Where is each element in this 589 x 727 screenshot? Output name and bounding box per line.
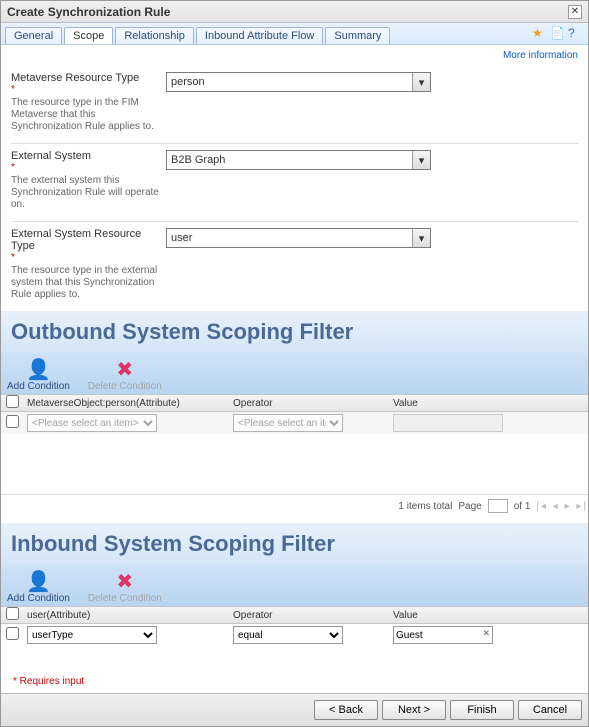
titlebar: Create Synchronization Rule ✕ [1, 1, 588, 23]
ext-type-value: user [171, 232, 192, 244]
col-val: Value [393, 610, 588, 621]
items-total: 1 items total [398, 501, 452, 512]
required-marker: * [11, 252, 166, 263]
outbound-header: Outbound System Scoping Filter [1, 311, 588, 353]
finish-button[interactable]: Finish [450, 700, 514, 720]
op-select[interactable]: equal [233, 626, 343, 644]
required-marker: * [11, 162, 166, 173]
col-op: Operator [233, 398, 393, 409]
chevron-down-icon: ▾ [412, 229, 430, 247]
star-icon[interactable]: ★ [532, 26, 546, 40]
value-box [393, 414, 503, 432]
user-add-icon: 👤 [26, 569, 51, 593]
table-row: <Please select an item> <Please select a… [1, 412, 588, 434]
inbound-grid: user(Attribute) Operator Value userType … [1, 606, 588, 646]
ext-sys-hint: The external system this Synchronization… [11, 175, 166, 211]
add-condition-button[interactable]: 👤 Add Condition [7, 569, 70, 604]
select-all-checkbox[interactable] [6, 607, 19, 620]
more-info-row: More information [1, 45, 588, 61]
required-marker: * [11, 84, 166, 95]
op-select[interactable]: <Please select an item> [233, 414, 343, 432]
window-title: Create Synchronization Rule [7, 5, 568, 19]
tab-scope[interactable]: Scope [64, 27, 113, 44]
tab-general[interactable]: General [5, 27, 62, 44]
user-add-icon: 👤 [26, 357, 51, 381]
pager-nav[interactable]: |◂ ◂ ▸ ▸| [536, 501, 588, 512]
more-info-link[interactable]: More information [503, 50, 578, 61]
attr-select[interactable]: userType [27, 626, 157, 644]
delete-condition-button: ✖ Delete Condition [88, 569, 162, 604]
page-label: Page [458, 501, 481, 512]
requires-input-note: * Requires input [1, 670, 588, 693]
inbound-title: Inbound System Scoping Filter [11, 531, 578, 557]
delete-condition-button: ✖ Delete Condition [88, 357, 162, 392]
chevron-down-icon: ▾ [412, 73, 430, 91]
cancel-button[interactable]: Cancel [518, 700, 582, 720]
tab-row: General Scope Relationship Inbound Attri… [1, 23, 588, 45]
ext-sys-value: B2B Graph [171, 154, 225, 166]
mv-type-value: person [171, 76, 205, 88]
tab-inbound-flow[interactable]: Inbound Attribute Flow [196, 27, 323, 44]
help-icon[interactable]: ? [568, 26, 582, 40]
mv-type-hint: The resource type in the FIM Metaverse t… [11, 97, 166, 133]
col-attr: user(Attribute) [23, 610, 233, 621]
inbound-toolbar: 👤 Add Condition ✖ Delete Condition [1, 565, 588, 606]
tab-summary[interactable]: Summary [325, 27, 390, 44]
tab-relationship[interactable]: Relationship [115, 27, 194, 44]
ext-type-label: External System Resource Type [11, 228, 166, 252]
page-of: of 1 [514, 501, 531, 512]
col-val: Value [393, 398, 588, 409]
content: Metaverse Resource Type * The resource t… [1, 61, 588, 670]
outbound-title: Outbound System Scoping Filter [11, 319, 578, 345]
attr-select[interactable]: <Please select an item> [27, 414, 157, 432]
mv-type-select[interactable]: person ▾ [166, 72, 431, 92]
col-attr: MetaverseObject:person(Attribute) [23, 398, 233, 409]
inbound-header: Inbound System Scoping Filter [1, 523, 588, 565]
row-checkbox[interactable] [6, 627, 19, 640]
new-icon[interactable]: 📄 [550, 26, 564, 40]
footer: < Back Next > Finish Cancel [1, 693, 588, 726]
mv-type-label: Metaverse Resource Type [11, 72, 166, 84]
dialog: Create Synchronization Rule ✕ General Sc… [0, 0, 589, 727]
row-checkbox[interactable] [6, 415, 19, 428]
ext-type-hint: The resource type in the external system… [11, 265, 166, 301]
next-button[interactable]: Next > [382, 700, 446, 720]
col-op: Operator [233, 610, 393, 621]
ext-sys-select[interactable]: B2B Graph ▾ [166, 150, 431, 170]
delete-icon: ✖ [116, 569, 133, 593]
outbound-pager: 1 items total Page of 1 |◂ ◂ ▸ ▸| [1, 494, 588, 517]
ext-sys-label: External System [11, 150, 166, 162]
table-row: userType equal ✕ [1, 624, 588, 646]
close-icon[interactable]: ✕ [568, 5, 582, 19]
outbound-toolbar: 👤 Add Condition ✖ Delete Condition [1, 353, 588, 394]
add-condition-button[interactable]: 👤 Add Condition [7, 357, 70, 392]
outbound-grid: MetaverseObject:person(Attribute) Operat… [1, 394, 588, 434]
clear-icon[interactable]: ✕ [482, 628, 490, 639]
page-input[interactable] [488, 499, 508, 513]
ext-type-select[interactable]: user ▾ [166, 228, 431, 248]
chevron-down-icon: ▾ [412, 151, 430, 169]
back-button[interactable]: < Back [314, 700, 378, 720]
select-all-checkbox[interactable] [6, 395, 19, 408]
delete-icon: ✖ [116, 357, 133, 381]
value-input[interactable] [393, 626, 493, 644]
